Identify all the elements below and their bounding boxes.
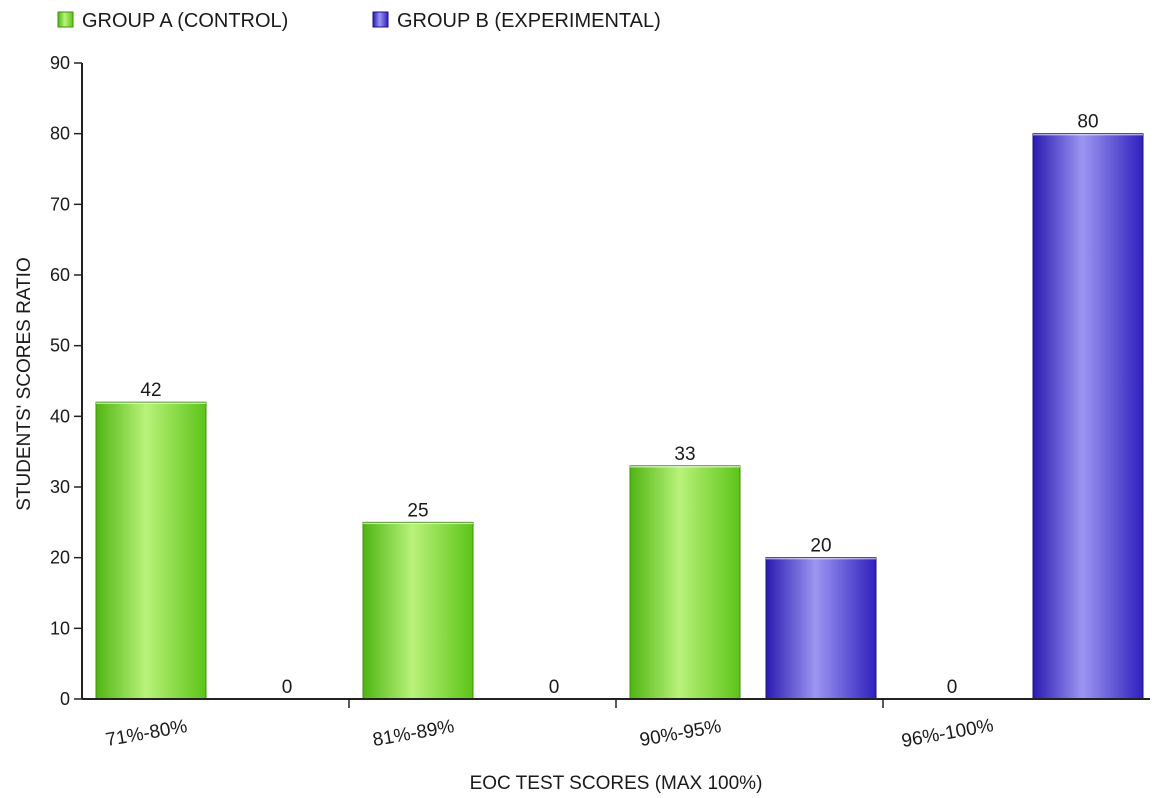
data-labels: 42 25 33 0 0 0 20 80 <box>140 112 1098 698</box>
y-tick-label: 30 <box>50 477 70 497</box>
data-label: 42 <box>140 380 161 401</box>
y-axis-ticks: 0 10 20 30 40 50 60 70 80 90 <box>50 53 82 709</box>
data-label: 80 <box>1077 112 1098 133</box>
bar <box>1032 133 1144 700</box>
y-tick-label: 20 <box>50 548 70 568</box>
bar <box>362 521 474 700</box>
bar <box>95 401 207 700</box>
data-label: 0 <box>549 677 560 698</box>
y-tick-label: 90 <box>50 53 70 73</box>
y-tick-label: 60 <box>50 265 70 285</box>
y-tick-label: 40 <box>50 406 70 426</box>
legend-label-group-b: GROUP B (EXPERIMENTAL) <box>397 10 661 32</box>
y-axis-title: STUDENTS' SCORES RATIO <box>14 257 35 510</box>
x-category-label: 90%-95% <box>638 716 723 751</box>
data-label: 20 <box>810 536 831 557</box>
bar <box>765 557 877 700</box>
x-axis-title: EOC TEST SCORES (MAX 100%) <box>470 773 763 794</box>
y-tick-label: 10 <box>50 618 70 638</box>
x-category-label: 96%-100% <box>900 715 995 752</box>
y-tick-label: 70 <box>50 194 70 214</box>
data-label: 33 <box>674 444 695 465</box>
y-tick-label: 80 <box>50 124 70 144</box>
x-category-label: 81%-89% <box>371 716 456 751</box>
bars <box>95 133 1144 700</box>
x-axis-ticks: 71%-80% 81%-89% 90%-95% 96%-100% <box>104 699 995 752</box>
legend-label-group-a: GROUP A (CONTROL) <box>82 10 288 32</box>
data-label: 0 <box>947 677 958 698</box>
legend: GROUP A (CONTROL) GROUP B (EXPERIMENTAL) <box>57 10 661 32</box>
bar <box>629 465 741 700</box>
data-label: 25 <box>407 500 428 521</box>
data-label: 0 <box>282 677 293 698</box>
y-tick-label: 50 <box>50 336 70 356</box>
legend-swatch-group-b <box>372 11 389 28</box>
legend-swatch-group-a <box>57 11 74 28</box>
x-category-label: 71%-80% <box>104 716 189 751</box>
y-tick-label: 0 <box>60 689 70 709</box>
